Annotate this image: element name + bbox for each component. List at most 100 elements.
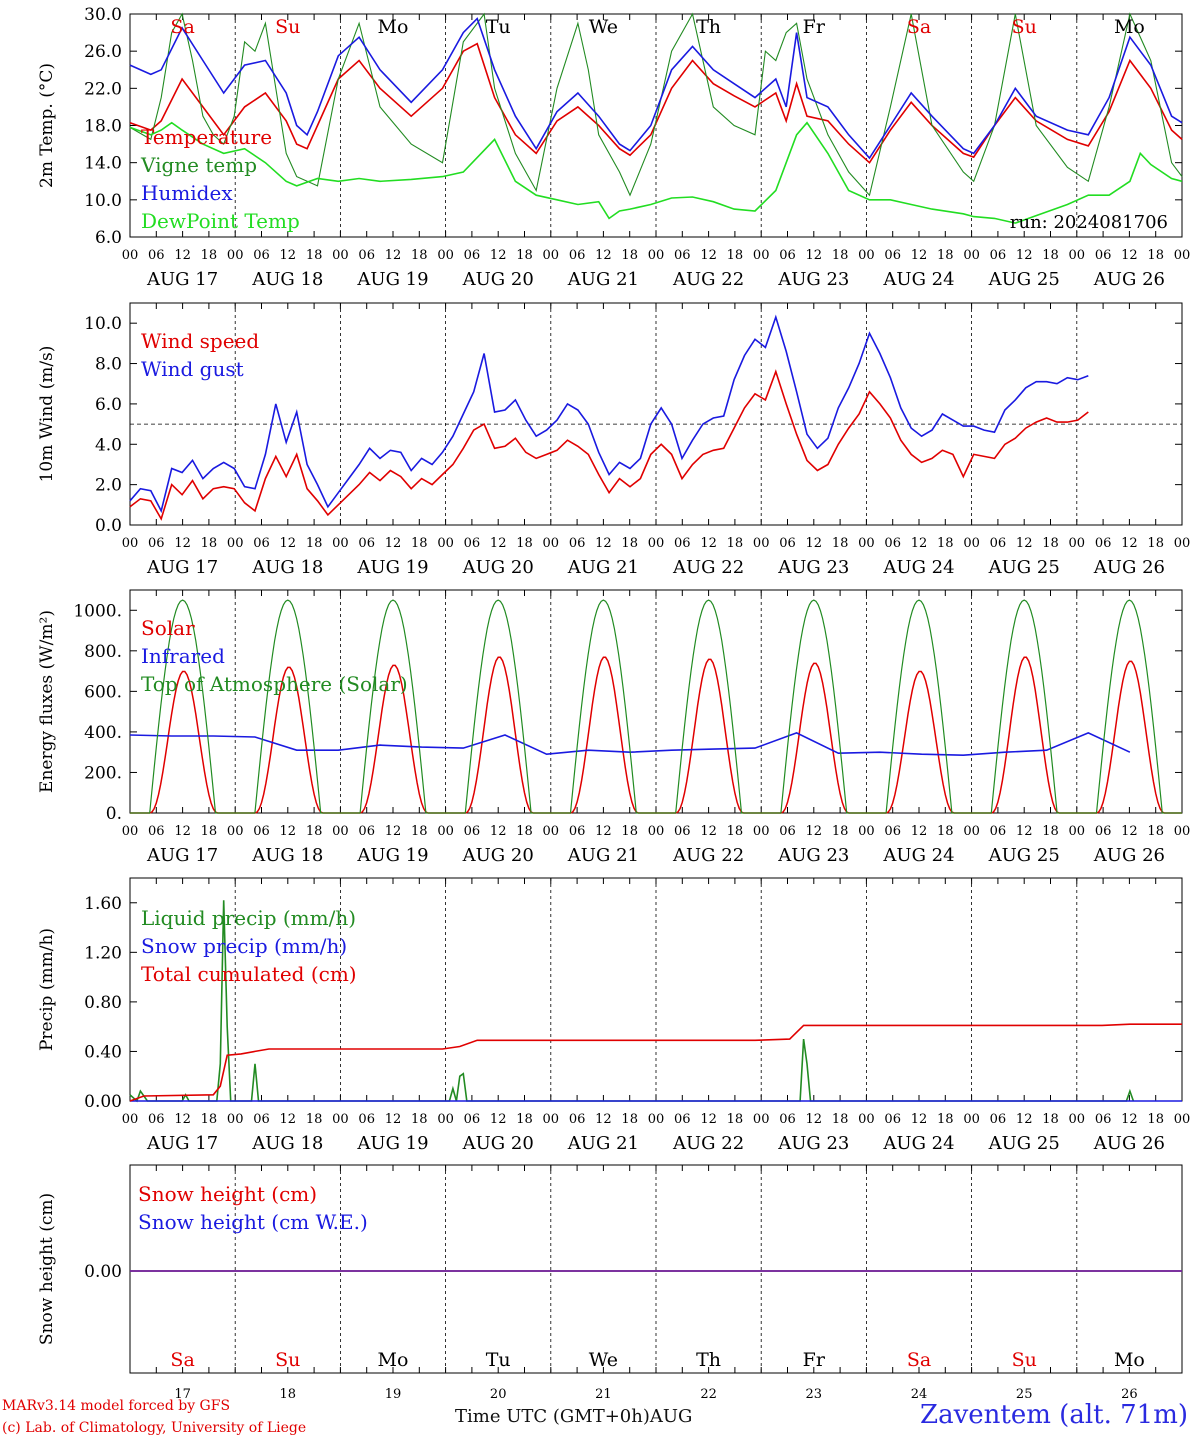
- date-label: AUG 20: [462, 557, 534, 578]
- date-label: AUG 26: [1093, 557, 1165, 578]
- weekday-label-bottom: Sa: [907, 1349, 931, 1371]
- weekday-label-bottom: Th: [696, 1349, 721, 1371]
- hour-label: 06: [569, 824, 586, 839]
- date-label: AUG 18: [251, 845, 323, 866]
- hour-label: 00: [1174, 536, 1191, 551]
- hour-label: 18: [1042, 824, 1059, 839]
- weekday-label-top: Sa: [170, 16, 194, 38]
- hour-label: 12: [806, 248, 823, 263]
- hour-label: 00: [122, 536, 139, 551]
- hour-label: 12: [595, 1112, 612, 1127]
- hour-label: 00: [648, 1112, 665, 1127]
- hour-label: 18: [411, 536, 428, 551]
- hour-label: 00: [1069, 536, 1086, 551]
- credit-line-2: (c) Lab. of Climatology, University of L…: [2, 1420, 307, 1436]
- hour-label: 12: [1016, 536, 1033, 551]
- hour-label: 18: [1147, 1112, 1164, 1127]
- date-label: AUG 25: [988, 269, 1060, 290]
- hour-label: 00: [543, 536, 560, 551]
- credit-line-1: MARv3.14 model forced by GFS: [2, 1398, 231, 1414]
- hour-label: 06: [990, 536, 1007, 551]
- date-label: AUG 25: [988, 557, 1060, 578]
- y-tick-label: 0.00: [84, 1262, 122, 1282]
- legend-entry: Vigne temp: [140, 153, 257, 177]
- hour-label: 12: [280, 248, 297, 263]
- day-number-label: 25: [1016, 1387, 1033, 1402]
- hour-label: 00: [858, 248, 875, 263]
- weekday-label-top: Th: [696, 16, 721, 38]
- hour-label: 00: [1069, 1112, 1086, 1127]
- hour-label: 12: [911, 1112, 928, 1127]
- y-tick-label: 1000.: [73, 601, 122, 621]
- hour-label: 18: [832, 248, 849, 263]
- hour-label: 12: [806, 1112, 823, 1127]
- date-label: AUG 21: [567, 269, 639, 290]
- hour-label: 12: [280, 536, 297, 551]
- legend-entry: Top of Atmosphere (Solar): [141, 672, 408, 696]
- hour-label: 12: [911, 824, 928, 839]
- run-label: run: 2024081706: [1010, 212, 1168, 233]
- hour-label: 12: [700, 536, 717, 551]
- hour-label: 00: [437, 536, 454, 551]
- series-liquid-precip-mm-h-: [129, 900, 1135, 1103]
- hour-label: 06: [674, 824, 691, 839]
- hour-label: 00: [858, 824, 875, 839]
- hour-label: 12: [1121, 248, 1138, 263]
- hour-label: 00: [1174, 1112, 1191, 1127]
- hour-label: 18: [516, 536, 533, 551]
- weekday-label-bottom: Mo: [378, 1349, 409, 1371]
- hour-label: 12: [700, 248, 717, 263]
- series-dewpoint-temp: [129, 121, 1183, 224]
- hour-label: 06: [990, 1112, 1007, 1127]
- y-tick-label: 30.0: [84, 5, 122, 25]
- y-tick-label: 200.: [84, 763, 122, 783]
- date-label: AUG 22: [672, 269, 744, 290]
- y-tick-label: 400.: [84, 723, 122, 743]
- hour-label: 06: [148, 248, 165, 263]
- hour-label: 06: [990, 248, 1007, 263]
- date-label: AUG 23: [777, 269, 849, 290]
- date-label: AUG 23: [777, 557, 849, 578]
- day-number-label: 24: [911, 1387, 928, 1402]
- hour-label: 06: [990, 824, 1007, 839]
- hour-label: 06: [1095, 824, 1112, 839]
- date-label: AUG 22: [672, 1133, 744, 1154]
- hour-label: 00: [963, 248, 980, 263]
- weekday-label-top: Su: [275, 16, 300, 38]
- hour-label: 00: [543, 824, 560, 839]
- date-label: AUG 17: [146, 845, 218, 866]
- hour-label: 06: [464, 536, 481, 551]
- day-number-label: 22: [700, 1387, 717, 1402]
- weekday-label-bottom: Tu: [486, 1349, 511, 1371]
- hour-label: 12: [806, 536, 823, 551]
- y-tick-label: 0.0: [95, 516, 122, 536]
- hour-label: 12: [385, 536, 402, 551]
- hour-label: 18: [306, 1112, 323, 1127]
- hour-label: 18: [832, 824, 849, 839]
- hour-label: 06: [1095, 248, 1112, 263]
- hour-label: 00: [227, 248, 244, 263]
- y-tick-label: 6.0: [95, 228, 122, 248]
- hour-label: 00: [753, 1112, 770, 1127]
- hour-label: 18: [621, 536, 638, 551]
- hour-label: 12: [700, 1112, 717, 1127]
- hour-label: 18: [1042, 536, 1059, 551]
- legend-entry: Liquid precip (mm/h): [141, 906, 356, 930]
- y-axis-label: 2m Temp. (°C): [37, 63, 57, 188]
- hour-label: 18: [1042, 248, 1059, 263]
- hour-label: 00: [227, 1112, 244, 1127]
- hour-label: 00: [332, 248, 349, 263]
- panel-1: 6.0 10.0 14.0 18.0 22.0 26.0 30.0 2m Temp. (°C)…: [37, 5, 1190, 290]
- hour-label: 00: [122, 824, 139, 839]
- hour-label: 18: [937, 1112, 954, 1127]
- date-label: AUG 20: [462, 269, 534, 290]
- date-label: AUG 24: [882, 1133, 954, 1154]
- weekday-label-bottom: Fr: [803, 1349, 826, 1371]
- hour-label: 18: [1147, 536, 1164, 551]
- hour-label: 18: [411, 1112, 428, 1127]
- hour-label: 18: [306, 536, 323, 551]
- date-label: AUG 25: [988, 845, 1060, 866]
- weekday-label-top: Mo: [378, 16, 409, 38]
- hour-label: 18: [516, 824, 533, 839]
- hour-label: 00: [437, 248, 454, 263]
